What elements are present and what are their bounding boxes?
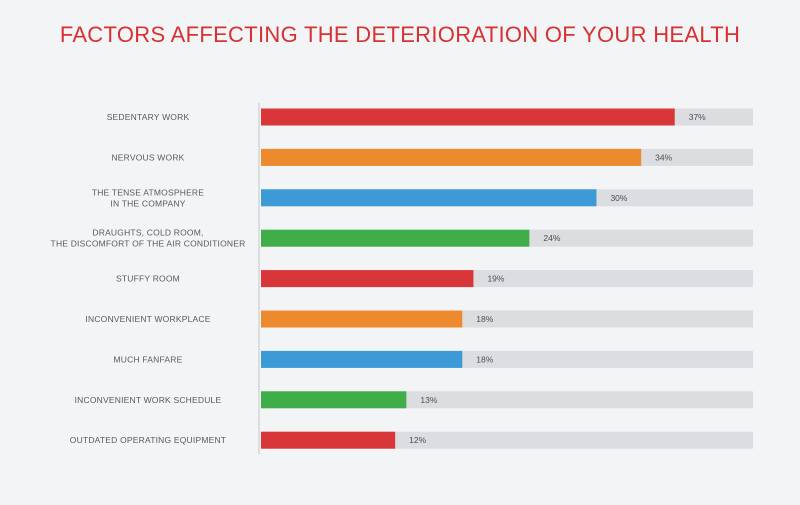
value-label: 37% <box>689 112 706 122</box>
category-label: STUFFY ROOM <box>116 274 180 284</box>
value-label: 34% <box>655 152 672 162</box>
value-label: 30% <box>610 193 627 203</box>
bar <box>261 229 530 247</box>
bar <box>261 270 474 288</box>
category-label: THE DISCOMFORT OF THE AIR CONDITIONER <box>51 239 246 249</box>
value-label: 19% <box>487 274 504 284</box>
category-label: THE TENSE ATMOSPHERE <box>92 187 204 197</box>
bar <box>261 350 463 368</box>
bar <box>261 108 675 126</box>
category-label: INCONVENIENT WORKPLACE <box>85 314 210 324</box>
value-label: 13% <box>420 395 437 405</box>
bar <box>261 189 597 207</box>
category-label: IN THE COMPANY <box>110 198 185 208</box>
chart-title: FACTORS AFFECTING THE DETERIORATION OF Y… <box>59 22 741 47</box>
bar <box>261 310 463 328</box>
category-label: INCONVENIENT WORK SCHEDULE <box>75 395 222 405</box>
value-label: 18% <box>476 354 493 364</box>
value-label: 24% <box>543 233 560 243</box>
bar <box>261 431 396 449</box>
bar <box>261 148 642 166</box>
bar <box>261 391 407 409</box>
category-label: SEDENTARY WORK <box>107 112 190 122</box>
category-label: OUTDATED OPERATING EQUIPMENT <box>70 435 226 445</box>
category-label: NERVOUS WORK <box>111 152 184 162</box>
category-label: MUCH FANFARE <box>114 354 183 364</box>
value-label: 12% <box>409 435 426 445</box>
category-label: DRAUGHTS, COLD ROOM, <box>92 228 203 238</box>
value-label: 18% <box>476 314 493 324</box>
